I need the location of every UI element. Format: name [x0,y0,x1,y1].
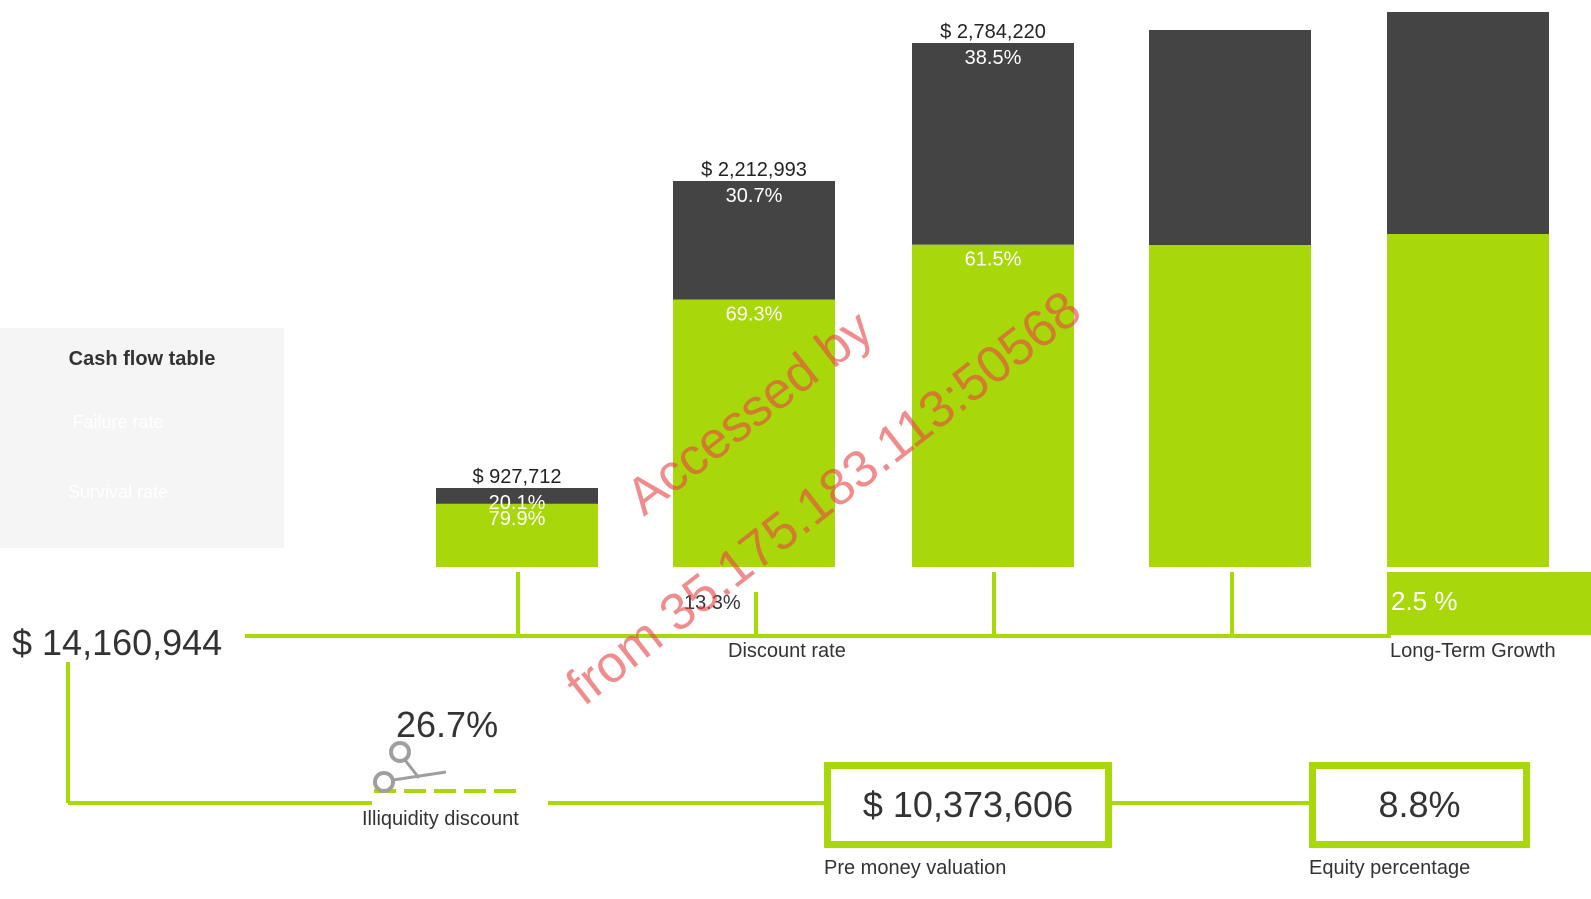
bar-total-label-3: $ 2,784,220 [940,21,1046,43]
pre-money-valuation-label: Pre money valuation [824,857,1007,879]
connectors-layer [66,572,1391,805]
illiquidity-discount-value: 26.7% [396,704,499,745]
discount-rate-value: 13.3% [684,592,741,614]
bar-failure-3 [912,43,1074,245]
bar-survival-5 [1387,234,1549,567]
bar-total-label-1: $ 927,712 [473,466,562,488]
bar-survival-4 [1149,245,1311,567]
legend-survival-rate: Survival rate [67,482,169,502]
bar-survival-3 [912,244,1074,568]
bar-total-label-2: $ 2,212,993 [701,159,807,181]
pre-money-valuation-box: $ 10,373,606 [824,762,1112,848]
failure-rate-label-2: 30.7% [726,185,783,207]
total-value: $ 14,160,944 [12,622,223,663]
long-term-growth-label: Long-Term Growth [1390,640,1556,662]
bar-survival-1 [436,503,598,567]
survival-rate-label-1: 79.9% [489,508,546,530]
legend-title: Cash flow table [68,348,216,370]
bar-survival-2 [673,299,835,567]
scissors-icon [373,741,447,793]
bar-failure-2 [673,181,835,300]
survival-rate-label-2: 69.3% [726,304,783,326]
bars-layer: $ 927,712 20.1%79.9% $ 2,212,993 30.7% 69.3%… [436,12,1591,635]
equity-percentage-value: 8.8% [1378,784,1461,825]
failure-rate-label-1: 20.1% [489,492,546,514]
illiquidity-discount-label: Illiquidity discount [362,808,519,830]
discount-rate-label: Discount rate [728,640,846,662]
pre-money-valuation-value: $ 10,373,606 [862,784,1074,825]
legend: Cash flow table Failure rate Survival ra… [0,328,284,548]
equity-percentage-label: Equity percentage [1309,857,1471,879]
bar-failure-5 [1387,12,1549,234]
long-term-growth-block [1387,572,1591,635]
failure-rate-label-3: 38.5% [965,47,1022,69]
legend-failure-rate: Failure rate [72,412,164,432]
bar-failure-4 [1149,30,1311,245]
survival-rate-label-3: 61.5% [965,249,1022,271]
long-term-growth-value: 2.5 % [1391,586,1458,616]
bar-failure-1 [436,488,598,504]
equity-percentage-box: 8.8% [1309,762,1530,848]
